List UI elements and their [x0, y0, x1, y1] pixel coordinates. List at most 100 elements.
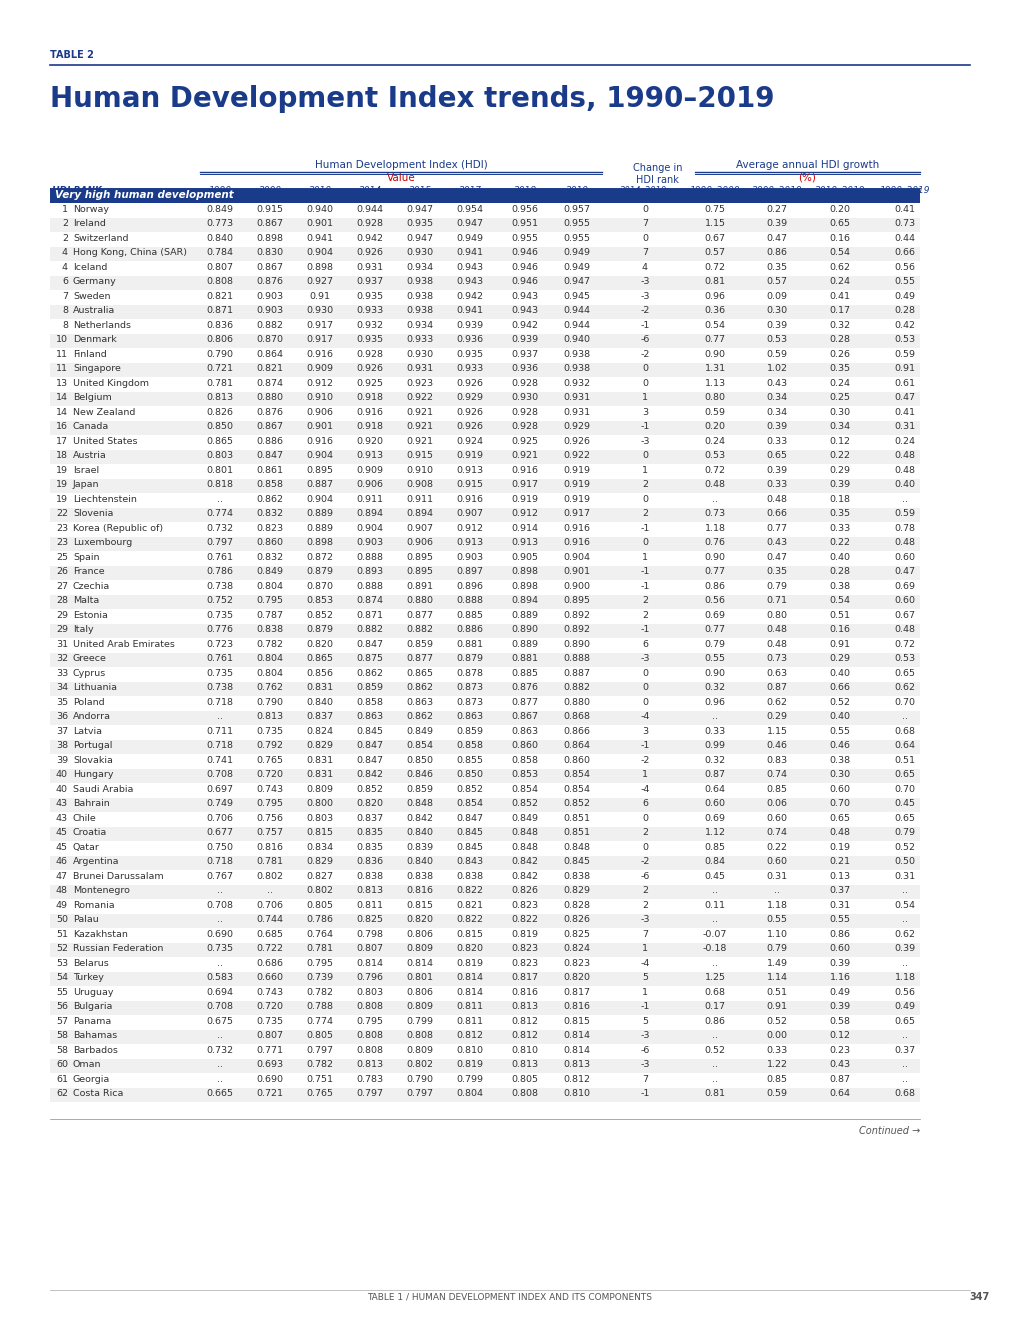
Text: 0.73: 0.73: [894, 219, 915, 228]
Text: 0.882: 0.882: [357, 626, 383, 634]
Text: 0.926: 0.926: [457, 422, 483, 432]
Text: 0.62: 0.62: [894, 684, 915, 692]
Text: 38: 38: [56, 742, 68, 750]
Text: 0.863: 0.863: [511, 727, 538, 735]
Text: 50: 50: [56, 915, 68, 924]
Text: 0.41: 0.41: [828, 292, 850, 301]
Text: 0.843: 0.843: [455, 857, 483, 866]
Text: 1: 1: [641, 393, 647, 403]
Text: 0.858: 0.858: [256, 480, 283, 490]
Text: 0.898: 0.898: [511, 568, 538, 577]
Text: Panama: Panama: [73, 1016, 111, 1026]
Text: 0.735: 0.735: [256, 727, 283, 735]
Text: 0.41: 0.41: [894, 408, 915, 417]
Text: 0.83: 0.83: [765, 756, 787, 764]
Text: 0.43: 0.43: [765, 539, 787, 548]
Text: 0.916: 0.916: [457, 495, 483, 504]
Text: 0.818: 0.818: [206, 480, 233, 490]
Text: 0.874: 0.874: [256, 379, 283, 388]
Text: 0.37: 0.37: [828, 886, 850, 895]
Text: 0.921: 0.921: [407, 408, 433, 417]
Text: 31: 31: [56, 640, 68, 648]
Text: 0.823: 0.823: [256, 524, 283, 533]
Text: 2018: 2018: [513, 186, 536, 195]
Text: 0.744: 0.744: [256, 915, 283, 924]
Text: 0.00: 0.00: [765, 1031, 787, 1040]
Text: 0.761: 0.761: [206, 655, 233, 663]
Text: 0.881: 0.881: [511, 655, 538, 663]
Text: -6: -6: [640, 1045, 649, 1055]
Text: 0.823: 0.823: [562, 958, 590, 968]
Text: Qatar: Qatar: [73, 842, 100, 851]
Text: 0.928: 0.928: [511, 379, 538, 388]
Text: 0.914: 0.914: [511, 524, 538, 533]
Bar: [50, 1030, 919, 1044]
Text: 0.815: 0.815: [407, 900, 433, 909]
Text: 0.823: 0.823: [511, 958, 538, 968]
Text: 0.935: 0.935: [356, 292, 383, 301]
Text: Costa Rica: Costa Rica: [73, 1089, 123, 1098]
Bar: [50, 1088, 919, 1102]
Text: 0.739: 0.739: [306, 973, 333, 982]
Text: 0.862: 0.862: [407, 684, 433, 692]
Text: 0.66: 0.66: [894, 248, 915, 257]
Text: 0.44: 0.44: [894, 234, 915, 243]
Text: 0.57: 0.57: [704, 248, 725, 257]
Text: 0.937: 0.937: [511, 350, 538, 359]
Text: 0.30: 0.30: [828, 408, 850, 417]
Text: Average annual HDI growth: Average annual HDI growth: [735, 160, 878, 170]
Text: 0.821: 0.821: [457, 900, 483, 909]
Text: Belgium: Belgium: [73, 393, 112, 403]
Text: 0.807: 0.807: [256, 1031, 283, 1040]
Text: 0.888: 0.888: [457, 597, 483, 606]
Text: 0.849: 0.849: [407, 727, 433, 735]
Text: 0.942: 0.942: [457, 292, 483, 301]
Text: 23: 23: [56, 539, 68, 548]
Text: 0.936: 0.936: [455, 335, 483, 345]
Text: 2000: 2000: [258, 186, 281, 195]
Text: Latvia: Latvia: [73, 727, 102, 735]
Bar: [50, 1001, 919, 1015]
Text: ..: ..: [711, 495, 717, 504]
Text: -2: -2: [640, 756, 649, 764]
Text: 0.906: 0.906: [306, 408, 333, 417]
Text: 0.865: 0.865: [206, 437, 233, 446]
Text: 0.62: 0.62: [828, 263, 850, 272]
Text: 0.821: 0.821: [206, 292, 233, 301]
Text: 0.24: 0.24: [894, 437, 915, 446]
Text: 0.836: 0.836: [206, 321, 233, 330]
Text: 0.31: 0.31: [894, 422, 915, 432]
Text: 0.868: 0.868: [562, 713, 590, 721]
Text: 0.732: 0.732: [206, 524, 233, 533]
Text: 0.852: 0.852: [511, 799, 538, 808]
Text: 0.946: 0.946: [511, 277, 538, 286]
Text: 0.837: 0.837: [356, 813, 383, 822]
Text: 0.765: 0.765: [306, 1089, 333, 1098]
Text: 0.77: 0.77: [765, 524, 787, 533]
Text: ..: ..: [901, 958, 907, 968]
Text: 0.858: 0.858: [357, 698, 383, 706]
Text: 0.77: 0.77: [704, 626, 725, 634]
Text: 1.49: 1.49: [765, 958, 787, 968]
Text: 0.909: 0.909: [357, 466, 383, 475]
Text: 0.741: 0.741: [206, 756, 233, 764]
Text: 0.35: 0.35: [765, 263, 787, 272]
Text: 0.722: 0.722: [256, 944, 283, 953]
Text: 29: 29: [56, 626, 68, 634]
Text: 0: 0: [641, 813, 647, 822]
Text: 2017: 2017: [459, 186, 481, 195]
Text: 0.916: 0.916: [511, 466, 538, 475]
Text: 0.904: 0.904: [306, 451, 333, 461]
Text: Bahamas: Bahamas: [73, 1031, 117, 1040]
Text: 0.862: 0.862: [256, 495, 283, 504]
Text: 0.13: 0.13: [828, 871, 850, 880]
Text: 0.774: 0.774: [206, 510, 233, 519]
Text: -1: -1: [640, 582, 649, 591]
Text: 0.720: 0.720: [256, 771, 283, 779]
Text: 0.957: 0.957: [562, 205, 590, 214]
Text: 0.921: 0.921: [407, 437, 433, 446]
Text: Cyprus: Cyprus: [73, 669, 106, 677]
Text: 0.909: 0.909: [306, 364, 333, 374]
Text: 0.928: 0.928: [511, 422, 538, 432]
Text: 0.743: 0.743: [256, 987, 283, 997]
